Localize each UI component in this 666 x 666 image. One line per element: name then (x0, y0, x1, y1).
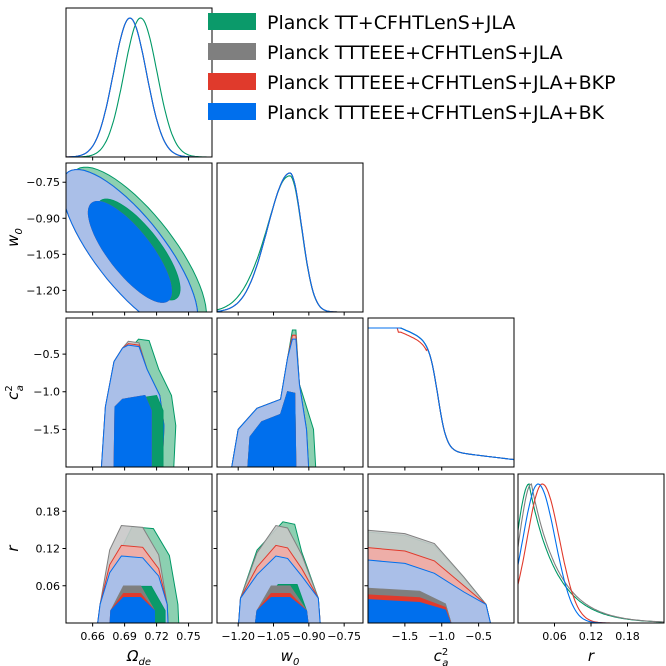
x-tick-label: 0.66 (80, 630, 105, 643)
panel-1d-ca2 (367, 317, 515, 468)
x-tick-label: −1.05 (257, 630, 291, 643)
y-tick-label: −1.5 (33, 423, 60, 436)
y-tick-label: −0.5 (33, 348, 60, 361)
contour-inner-3 (109, 597, 155, 623)
panel-omega-r (65, 473, 213, 624)
marginal-curve-3 (518, 483, 664, 623)
panel-1d-r (517, 473, 665, 624)
contour-inner-3 (368, 599, 451, 623)
x-tick-label: −0.5 (465, 630, 492, 643)
x-axis-label-w0: w0 (281, 647, 300, 666)
x-axis-label-ca2: c2 a (434, 647, 449, 666)
legend-label-3: Planck TTTEEE+CFHTLenS+JLA+BK (267, 102, 605, 124)
legend-swatch-2 (208, 73, 256, 90)
panel-ca2-r (367, 473, 515, 624)
legend-swatch-1 (208, 43, 256, 60)
marginal-curve-3 (217, 172, 363, 312)
x-tick-label: −0.75 (327, 630, 361, 643)
y-tick-label: −0.75 (26, 176, 60, 189)
y-axis-label-w0: w0 (4, 228, 25, 247)
panel-omega-w0 (65, 162, 213, 313)
legend-label-0: Planck TT+CFHTLenS+JLA (267, 12, 515, 34)
y-tick-label: 0.12 (36, 543, 61, 556)
x-tick-label: 0.69 (112, 630, 137, 643)
marginal-curve-0 (518, 483, 664, 623)
y-axis-label-ca2: c2a (4, 385, 26, 400)
marginal-curve-1 (518, 483, 664, 623)
panel-frame (65, 317, 213, 468)
marginal-curve-1 (217, 172, 363, 312)
legend-swatch-0 (208, 13, 256, 30)
x-tick-label: 0.06 (542, 630, 567, 643)
legend-swatch-3 (208, 103, 256, 120)
x-tick-label: −1.5 (392, 630, 419, 643)
panel-frame (517, 473, 665, 624)
marginal-curve-3 (368, 327, 514, 461)
y-tick-label: −0.90 (26, 212, 60, 225)
marginal-curve-3 (66, 17, 212, 157)
contour-inner-3 (87, 201, 173, 303)
panel-frame (65, 162, 213, 313)
x-tick-label: 0.12 (579, 630, 604, 643)
x-tick-label: −1.0 (428, 630, 455, 643)
panel-w0-ca2 (216, 317, 364, 468)
panel-1d-w0 (216, 162, 364, 313)
panel-w0-r (216, 473, 364, 624)
panel-frame (216, 162, 364, 313)
x-tick-label: −0.90 (292, 630, 326, 643)
x-tick-label: −1.20 (221, 630, 255, 643)
marginal-curve-2 (368, 327, 514, 461)
y-tick-label: −1.0 (33, 386, 60, 399)
y-tick-label: −1.05 (26, 248, 60, 261)
y-axis-label-r: r (4, 545, 22, 552)
y-tick-label: 0.06 (36, 580, 61, 593)
x-tick-label: 0.72 (144, 630, 169, 643)
panel-frame (65, 7, 213, 158)
x-axis-label-r: r (588, 647, 595, 665)
marginal-curve-0 (368, 327, 514, 461)
y-tick-label: −1.20 (26, 284, 60, 297)
y-tick-label: 0.18 (36, 505, 61, 518)
legend-label-2: Planck TTTEEE+CFHTLenS+JLA+BKP (267, 72, 616, 94)
panel-frame (216, 317, 364, 468)
panel-1d-omega (65, 7, 213, 158)
marginal-curve-1 (368, 327, 514, 461)
x-tick-label: 0.18 (615, 630, 640, 643)
contour-inner-3 (247, 391, 297, 467)
x-tick-label: 0.75 (176, 630, 201, 643)
panel-frame (367, 317, 515, 468)
marginal-curve-2 (217, 172, 363, 312)
marginal-curve-0 (66, 17, 212, 157)
x-axis-label-omega: Ωde (126, 647, 151, 666)
marginal-curve-2 (518, 483, 664, 623)
contour-inner-3 (254, 597, 309, 623)
marginal-curve-0 (217, 175, 363, 312)
legend: Planck TT+CFHTLenS+JLA Planck TTTEEE+CFHT… (208, 12, 616, 124)
panel-omega-ca2 (65, 317, 213, 468)
contour-inner-3 (113, 394, 152, 467)
legend-label-1: Planck TTTEEE+CFHTLenS+JLA (267, 42, 563, 64)
